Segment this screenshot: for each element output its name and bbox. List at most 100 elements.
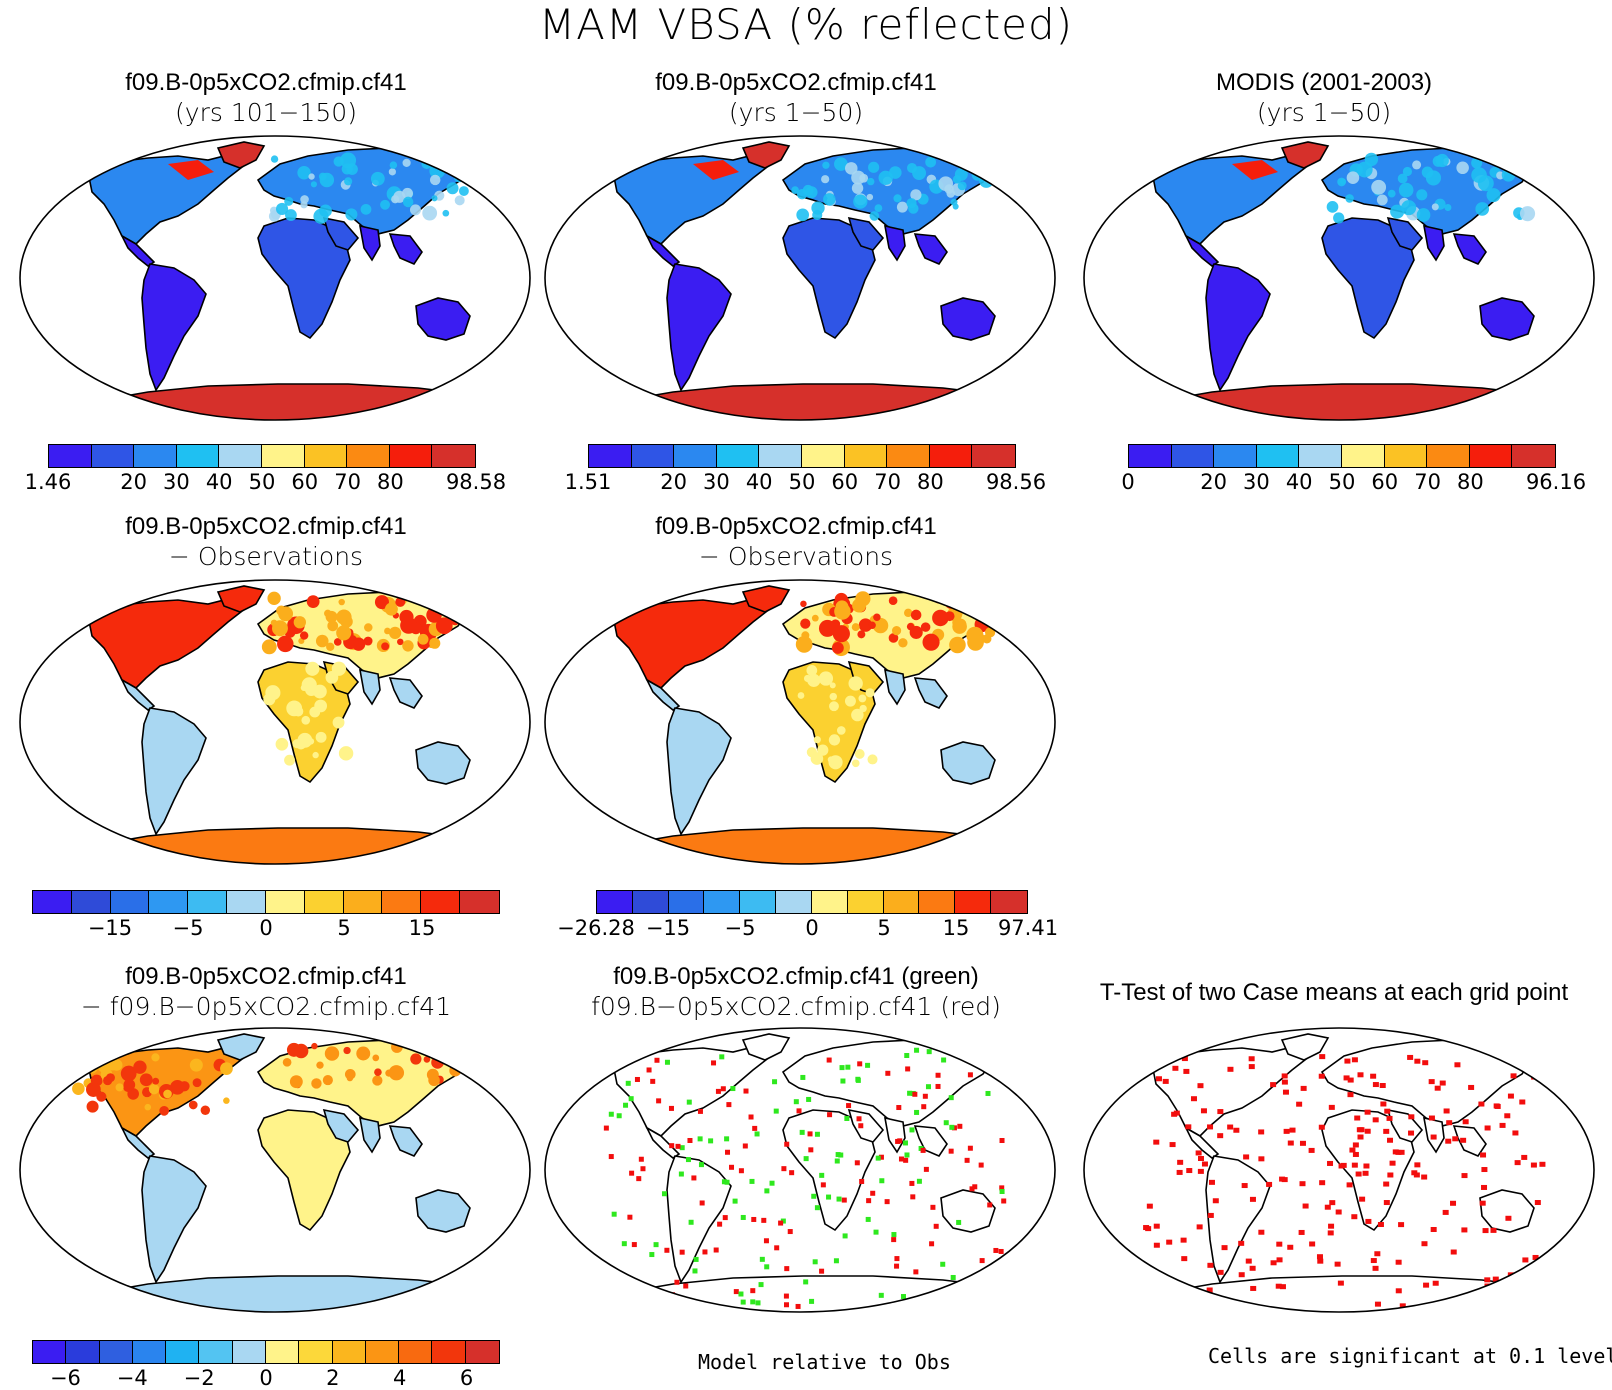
significance-cell	[998, 1248, 1004, 1254]
bias-patch	[338, 598, 345, 606]
albedo-patch	[431, 195, 438, 202]
colorbar-tick-label: −5	[724, 916, 756, 940]
colorbar-swatch	[199, 1341, 233, 1363]
bias-patch	[305, 661, 320, 676]
bias-patch	[315, 731, 327, 743]
significance-cell	[896, 1105, 902, 1111]
significance-cell	[1300, 1085, 1307, 1091]
colorbar-swatch	[811, 891, 848, 913]
significance-cell	[1428, 1079, 1435, 1085]
colorbar-tick-label: 2	[326, 1366, 340, 1390]
significance-cell	[629, 1170, 635, 1176]
albedo-patch	[168, 160, 214, 180]
colorbar-swatches	[1128, 444, 1556, 468]
panel-title-6: f09.B-0p5xCO2.cfmip.cf41 − f09.B−0p5xCO2…	[6, 962, 526, 1022]
difference-patch	[282, 1057, 292, 1067]
albedo-patch	[906, 162, 917, 173]
colorbar-1: 1.46 20 30 40 50 60 70 80 98.58	[25, 444, 506, 494]
albedo-patch	[270, 155, 279, 163]
significance-cell	[1530, 1162, 1537, 1168]
panel-4-case-name: f09.B-0p5xCO2.cfmip.cf41	[125, 513, 407, 540]
significance-cell	[787, 1229, 793, 1235]
colorbar-swatch	[887, 445, 930, 467]
albedo-patch	[454, 195, 465, 206]
bias-patch	[903, 608, 913, 618]
significance-cell	[1302, 1203, 1309, 1209]
difference-patch	[85, 1082, 101, 1097]
significance-cell	[1250, 1285, 1257, 1291]
significance-cell	[1414, 1058, 1421, 1064]
significance-cell	[668, 1105, 674, 1111]
albedo-patch	[1416, 189, 1428, 201]
significance-cell	[691, 1175, 697, 1181]
albedo-patch	[893, 194, 902, 203]
significance-cell	[866, 1198, 872, 1204]
significance-cell	[1162, 1078, 1169, 1084]
significance-cell	[608, 1111, 614, 1117]
significance-cell	[1287, 1140, 1294, 1146]
difference-patch	[316, 1061, 324, 1069]
landmass-india	[358, 1116, 381, 1154]
significance-cell	[759, 1256, 765, 1262]
significance-cell	[1276, 1241, 1283, 1247]
colorbar-tick-label: 30	[163, 470, 190, 494]
significance-cell	[1343, 1075, 1350, 1081]
significance-cell	[956, 1219, 962, 1225]
significance-cell	[1249, 1196, 1256, 1202]
panel-2-years: (yrs 1−50)	[728, 98, 864, 127]
albedo-patch	[1412, 160, 1422, 170]
significance-cell	[1398, 1222, 1405, 1228]
significance-cell	[1227, 1066, 1234, 1072]
significance-cell	[898, 1156, 904, 1162]
significance-cell	[1001, 1198, 1007, 1204]
significance-cell	[1318, 1124, 1325, 1130]
significance-cell	[793, 1099, 799, 1105]
significance-cell	[1379, 1083, 1386, 1089]
significance-cell	[1282, 1089, 1289, 1095]
difference-patch	[410, 1053, 422, 1065]
bias-patch	[873, 613, 881, 621]
bias-patch	[898, 638, 908, 648]
significance-cell	[764, 1264, 770, 1270]
colorbar-swatch	[132, 1341, 167, 1363]
significance-cell	[845, 1064, 851, 1070]
bias-patch	[374, 595, 389, 610]
bias-patch	[806, 747, 817, 758]
landmass-india	[358, 224, 381, 262]
significance-cell	[796, 1108, 802, 1114]
significance-cell	[1507, 1093, 1514, 1099]
albedo-patch	[1431, 203, 1439, 211]
difference-patch	[86, 1100, 99, 1113]
significance-cell	[903, 1157, 909, 1163]
landmass-australia	[940, 741, 996, 785]
difference-patch	[223, 1097, 230, 1104]
bias-patch	[381, 642, 390, 651]
bias-patch	[397, 638, 404, 646]
significance-cell	[1248, 1056, 1255, 1062]
colorbar-tick-label: 4	[393, 1366, 407, 1390]
bias-patch	[456, 603, 467, 614]
significance-cell	[1328, 1223, 1335, 1229]
significance-cell	[1395, 1288, 1402, 1294]
colorbar-tick-label: 96.16	[1525, 470, 1587, 494]
significance-cell	[920, 1147, 926, 1153]
significance-cell	[1384, 1108, 1391, 1114]
significance-cell	[993, 1279, 999, 1285]
colorbar-swatch	[399, 1341, 433, 1363]
colorbar-swatch	[597, 891, 633, 913]
significance-cell	[1504, 1113, 1511, 1119]
bias-patch	[811, 614, 819, 622]
colorbar-tick-label: −15	[645, 916, 691, 940]
significance-cell	[697, 1136, 703, 1142]
panel-5-subtitle: − Observations	[698, 542, 894, 571]
significance-cell	[1387, 1172, 1394, 1178]
bias-patch	[867, 754, 878, 765]
significance-cell	[1352, 1151, 1359, 1157]
significance-cell	[987, 1202, 993, 1208]
significance-cell	[1370, 1258, 1377, 1264]
difference-patch	[97, 1059, 111, 1073]
significance-cell	[997, 1056, 1003, 1062]
colorbar-tick-label: 80	[917, 470, 944, 494]
significance-cell	[1387, 1137, 1394, 1143]
significance-cell	[967, 1145, 973, 1151]
